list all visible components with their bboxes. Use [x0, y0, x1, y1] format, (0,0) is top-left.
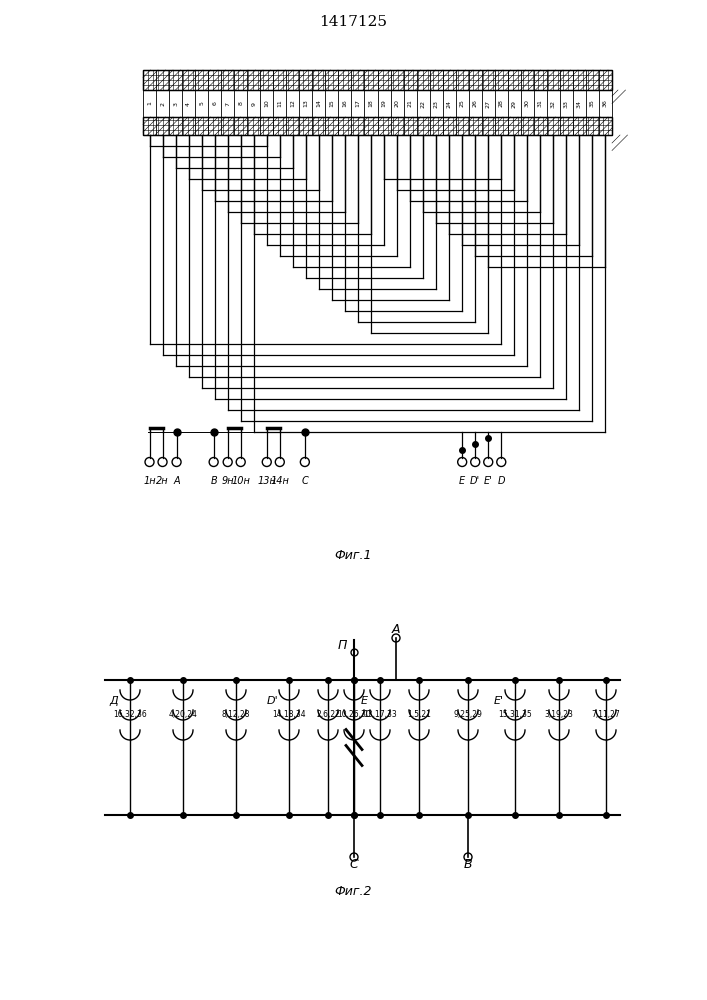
- Text: 30: 30: [525, 100, 530, 107]
- Text: A: A: [173, 476, 180, 486]
- Text: 9н: 9н: [221, 476, 234, 486]
- Text: 3: 3: [173, 102, 178, 105]
- Text: 1,5,21: 1,5,21: [407, 710, 431, 720]
- Text: D': D': [470, 476, 480, 486]
- Text: 34: 34: [577, 100, 582, 107]
- Text: 16,32,36: 16,32,36: [113, 710, 147, 720]
- Text: 11: 11: [277, 100, 282, 107]
- Text: 3,19,23: 3,19,23: [544, 710, 573, 720]
- Text: E: E: [361, 696, 368, 706]
- Text: 33: 33: [564, 100, 569, 107]
- Text: B: B: [464, 858, 472, 871]
- Text: 4,20,24: 4,20,24: [168, 710, 197, 720]
- Text: 2: 2: [160, 102, 165, 105]
- Text: 16: 16: [342, 100, 347, 107]
- Text: 7: 7: [226, 102, 230, 105]
- Bar: [143, 70, 612, 90]
- Text: 28: 28: [498, 100, 504, 107]
- Text: 13: 13: [303, 100, 308, 107]
- Text: Фиг.1: Фиг.1: [334, 549, 372, 562]
- Text: 7,11,27: 7,11,27: [592, 710, 620, 720]
- Text: A: A: [392, 623, 400, 636]
- Text: C: C: [301, 476, 308, 486]
- Text: 8: 8: [238, 102, 243, 105]
- Bar: [143, 117, 612, 135]
- Text: 14: 14: [316, 100, 322, 107]
- Text: 31: 31: [538, 100, 543, 107]
- Text: 2,6,22: 2,6,22: [316, 710, 340, 720]
- Text: 27: 27: [486, 100, 491, 107]
- Text: 20: 20: [395, 100, 399, 107]
- Text: 1: 1: [147, 102, 152, 105]
- Text: 9,25,29: 9,25,29: [454, 710, 482, 720]
- Text: D': D': [267, 696, 279, 706]
- Text: 22: 22: [421, 100, 426, 107]
- Text: 29: 29: [512, 100, 517, 107]
- Text: 9: 9: [251, 102, 256, 105]
- Text: 35: 35: [590, 100, 595, 107]
- Text: 13,17,33: 13,17,33: [363, 710, 397, 720]
- Text: П: П: [337, 639, 346, 652]
- Text: Д: Д: [110, 696, 118, 706]
- Text: 26: 26: [473, 100, 478, 107]
- Text: E: E: [459, 476, 465, 486]
- Bar: [143, 70, 612, 90]
- Text: 15,31,35: 15,31,35: [498, 710, 532, 720]
- Text: E': E': [494, 696, 504, 706]
- Text: 32: 32: [551, 100, 556, 107]
- Text: B: B: [210, 476, 217, 486]
- Text: 23: 23: [433, 100, 438, 107]
- Text: D: D: [498, 476, 505, 486]
- Text: 19: 19: [382, 100, 387, 107]
- Text: 1417125: 1417125: [319, 15, 387, 29]
- Text: 4: 4: [186, 102, 191, 105]
- Text: 14,18,34: 14,18,34: [272, 710, 306, 720]
- Text: 2н: 2н: [156, 476, 169, 486]
- Text: 5: 5: [199, 102, 204, 105]
- Text: 15: 15: [329, 100, 334, 107]
- Text: 10: 10: [264, 100, 269, 107]
- Text: 25: 25: [460, 100, 464, 107]
- Text: 6: 6: [212, 102, 217, 105]
- Text: 14н: 14н: [270, 476, 289, 486]
- Text: C: C: [350, 858, 358, 871]
- Text: 21: 21: [407, 100, 413, 107]
- Text: Фиг.2: Фиг.2: [334, 885, 372, 898]
- Text: E': E': [484, 476, 493, 486]
- Text: 36: 36: [603, 100, 608, 107]
- Text: 10,26,30: 10,26,30: [337, 710, 371, 720]
- Text: 1н: 1н: [144, 476, 156, 486]
- Bar: [143, 117, 612, 135]
- Text: 12: 12: [291, 100, 296, 107]
- Text: 8,12,28: 8,12,28: [222, 710, 250, 720]
- Text: 13н: 13н: [257, 476, 276, 486]
- Text: 24: 24: [447, 100, 452, 107]
- Text: 10н: 10н: [231, 476, 250, 486]
- Text: 17: 17: [356, 100, 361, 107]
- Text: 18: 18: [368, 100, 373, 107]
